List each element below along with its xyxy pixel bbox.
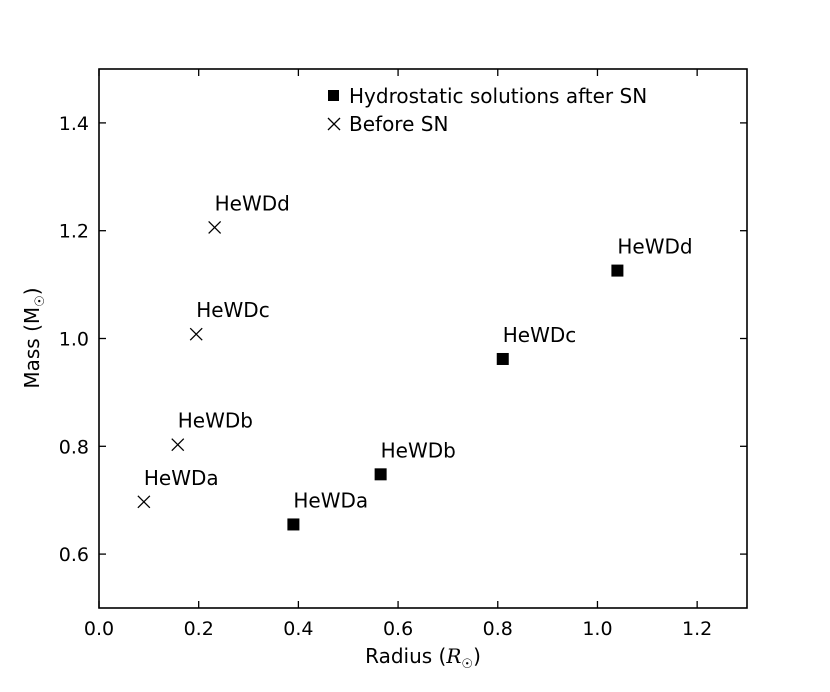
x-marker xyxy=(171,438,185,452)
point-label: HeWDa xyxy=(144,466,219,490)
x-tick-label: 0.6 xyxy=(383,618,413,640)
point-label: HeWDc xyxy=(503,323,577,347)
x-tick-label: 1.2 xyxy=(682,618,712,640)
x-tick-label: 1.0 xyxy=(582,618,612,640)
square-marker xyxy=(374,468,387,481)
point-label: HeWDb xyxy=(178,409,253,433)
x-axis-sun-symbol: ☉ xyxy=(461,657,473,672)
legend-marker-before-sn xyxy=(327,117,341,131)
y-axis-label: Mass (M☉) xyxy=(20,287,48,388)
point-label: HeWDc xyxy=(196,298,270,322)
x-tick-label: 0.0 xyxy=(84,618,114,640)
square-marker xyxy=(611,264,624,277)
y-axis-label-suffix: ) xyxy=(20,287,44,295)
x-marker xyxy=(208,221,222,234)
tick-marks xyxy=(98,69,747,608)
point-labels: HeWDa HeWDb HeWDc HeWDd HeWDa HeWDb HeWDc HeWDd xyxy=(144,191,693,512)
data-markers xyxy=(137,221,624,531)
point-label: HeWDa xyxy=(293,488,368,512)
x-marker xyxy=(189,327,203,341)
x-tick-label: 0.8 xyxy=(483,618,513,640)
legend-label-hydrostatic: Hydrostatic solutions after SN xyxy=(349,84,647,108)
point-label: HeWDd xyxy=(617,235,692,259)
y-tick-label: 0.8 xyxy=(59,436,89,458)
y-tick-label: 1.2 xyxy=(59,221,89,243)
y-tick-label: 0.6 xyxy=(59,544,89,566)
y-tick-label: 1.0 xyxy=(59,329,89,351)
x-axis-label-text: Radius ( xyxy=(365,644,446,668)
tick-labels: 0.0 0.2 0.4 0.6 0.8 1.0 1.2 0.6 0.8 1.0 1.2 1.4 xyxy=(59,113,712,640)
legend-label-before-sn: Before SN xyxy=(349,112,448,136)
point-label: HeWDb xyxy=(381,438,456,462)
x-marker xyxy=(137,495,151,509)
x-axis-label-suffix: ) xyxy=(473,644,481,668)
y-tick-label: 1.4 xyxy=(59,113,89,135)
y-axis-label-text: Mass (M xyxy=(20,307,44,389)
x-axis-label-symbol: R xyxy=(445,644,461,668)
legend: Hydrostatic solutions after SN Before SN xyxy=(327,84,647,136)
square-marker xyxy=(496,352,509,365)
x-axis-label: Radius (R☉) xyxy=(365,644,481,672)
point-label: HeWDd xyxy=(215,191,290,215)
plot-frame xyxy=(98,68,748,609)
x-tick-label: 0.4 xyxy=(283,618,313,640)
x-tick-label: 0.2 xyxy=(184,618,214,640)
legend-marker-hydrostatic xyxy=(328,90,339,101)
square-marker xyxy=(287,518,300,531)
y-axis-sun-symbol: ☉ xyxy=(33,295,48,307)
